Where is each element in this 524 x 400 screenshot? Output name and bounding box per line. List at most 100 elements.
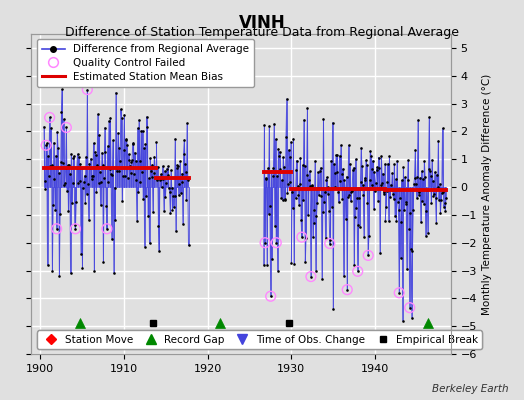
Point: [47, 124, 55, 131]
Point: [377, 153, 386, 159]
Point: [407, 246, 416, 252]
Point: [435, 181, 444, 187]
Point: [271, 223, 279, 229]
Point: [82, 190, 91, 197]
Point: [61, 180, 69, 186]
Point: [276, 166, 285, 172]
Point: [184, 242, 193, 248]
Point: [361, 175, 369, 181]
Point: [359, 192, 367, 198]
Point: [381, 218, 389, 224]
Point: [137, 128, 145, 134]
Point: [379, 190, 388, 197]
Point: [279, 154, 288, 161]
Point: [373, 164, 381, 170]
Point: [396, 195, 404, 201]
Point: [427, 200, 435, 206]
Point: [122, 136, 130, 142]
Point: [276, 148, 284, 155]
Point: [275, 153, 283, 160]
Point: [129, 140, 138, 146]
Point: [287, 139, 295, 146]
Point: [100, 174, 108, 181]
Point: [395, 290, 403, 296]
Point: [356, 179, 365, 185]
Point: [108, 172, 117, 179]
Point: [75, 154, 83, 160]
Point: [421, 173, 429, 180]
Point: [346, 198, 355, 204]
Point: [329, 120, 337, 126]
Point: [135, 117, 143, 123]
Point: [105, 118, 113, 124]
Point: [420, 158, 429, 164]
Point: [372, 180, 380, 186]
Point: [363, 162, 371, 168]
Point: [156, 177, 164, 184]
Point: [274, 146, 282, 152]
Point: [323, 174, 331, 180]
Point: [404, 157, 412, 164]
Point: [278, 197, 287, 204]
Point: [110, 270, 118, 276]
Point: [267, 293, 275, 300]
Point: [385, 218, 393, 224]
Point: [183, 120, 191, 126]
Point: [439, 125, 447, 132]
Text: VINH: VINH: [238, 14, 286, 32]
Point: [73, 164, 81, 171]
Point: [381, 161, 389, 167]
Point: [302, 172, 311, 178]
Point: [425, 114, 433, 121]
Point: [330, 161, 338, 168]
Point: [340, 177, 348, 183]
Point: [145, 175, 153, 182]
Point: [288, 189, 296, 195]
Point: [181, 169, 190, 176]
Point: [96, 169, 104, 175]
Point: [436, 210, 445, 216]
Point: [343, 286, 352, 293]
Point: [125, 157, 134, 163]
Point: [363, 200, 372, 206]
Point: [64, 208, 73, 214]
Point: [72, 199, 80, 205]
Point: [285, 147, 293, 153]
Point: [269, 173, 277, 179]
Point: [94, 111, 102, 118]
Point: [172, 228, 180, 234]
Point: [385, 153, 394, 160]
Point: [293, 157, 301, 164]
Point: [113, 168, 121, 174]
Point: [173, 162, 181, 168]
Point: [261, 175, 270, 181]
Point: [316, 164, 325, 171]
Point: [107, 236, 116, 242]
Point: [437, 196, 445, 203]
Point: [160, 208, 168, 214]
Point: [98, 149, 106, 156]
Point: [86, 156, 95, 162]
Point: [320, 199, 329, 206]
Point: [143, 124, 151, 131]
Point: [105, 166, 114, 173]
Point: [259, 262, 268, 268]
Point: [380, 189, 388, 195]
Point: [287, 260, 296, 266]
Point: [49, 202, 57, 208]
Point: [412, 194, 421, 201]
Point: [84, 181, 92, 188]
Point: [438, 190, 446, 196]
Point: [367, 182, 376, 188]
Point: [338, 196, 346, 202]
Point: [127, 159, 136, 165]
Point: [52, 226, 61, 232]
Point: [162, 180, 170, 186]
Point: [331, 184, 340, 190]
Point: [336, 178, 344, 184]
Point: [298, 234, 306, 240]
Point: [305, 168, 314, 174]
Point: [124, 151, 133, 158]
Point: [290, 260, 298, 267]
Point: [180, 137, 189, 143]
